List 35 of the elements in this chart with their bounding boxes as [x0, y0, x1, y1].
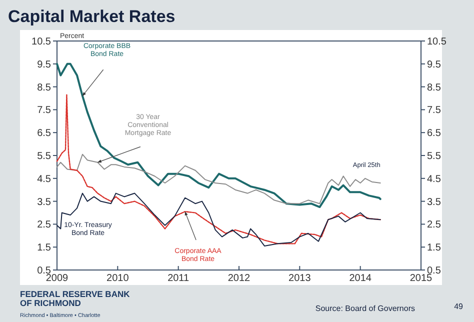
source-note: Source: Board of Governors	[315, 304, 415, 313]
y2-tick-label: 8.5	[427, 82, 442, 94]
x-tick-label: 2011	[168, 273, 190, 284]
y-tick-label: 10.5	[32, 36, 52, 48]
y-tick-label: 7.5	[37, 105, 52, 116]
y2-tick-label: 5.5	[427, 151, 442, 162]
text: 49	[454, 302, 464, 311]
y2-tick-label: 2.5	[427, 220, 442, 231]
y-tick-label: 2.5	[37, 220, 52, 231]
line-series	[56, 192, 381, 246]
y-tick-label: 1.5	[37, 242, 52, 254]
y-tick-label: 8.5	[37, 82, 52, 94]
y-tick-label: 6.5	[37, 128, 52, 140]
text: FEDERAL RESERVE BANK OF RICHMOND	[20, 289, 131, 308]
line-series	[56, 154, 381, 204]
y2-tick-label: 1.5	[427, 242, 442, 254]
y2-tick-label: 9.5	[427, 59, 442, 70]
line-series	[56, 94, 381, 244]
y2-tick-label: 4.5	[427, 174, 442, 185]
x-tick-label: 2012	[228, 273, 251, 284]
x-tick-label: 2015	[410, 273, 433, 284]
chart-title: Capital Market Rates	[8, 7, 176, 26]
line-series	[56, 62, 382, 208]
x-tick-label: 2010	[106, 273, 130, 284]
y2-tick-label: 10.5	[427, 36, 447, 48]
y2-tick-label: 7.5	[427, 105, 442, 116]
y2-tick-label: 6.5	[427, 128, 442, 140]
y-tick-label: 5.5	[37, 151, 52, 162]
y-tick-label: 4.5	[37, 174, 52, 185]
y-tick-label: 9.5	[37, 59, 52, 70]
x-tick-label: 2014	[349, 273, 372, 284]
y2-tick-label: 3.5	[427, 196, 442, 208]
x-tick-label: 2013	[288, 273, 312, 284]
y-tick-label: 3.5	[37, 196, 52, 208]
x-tick-label: 2009	[46, 273, 69, 284]
